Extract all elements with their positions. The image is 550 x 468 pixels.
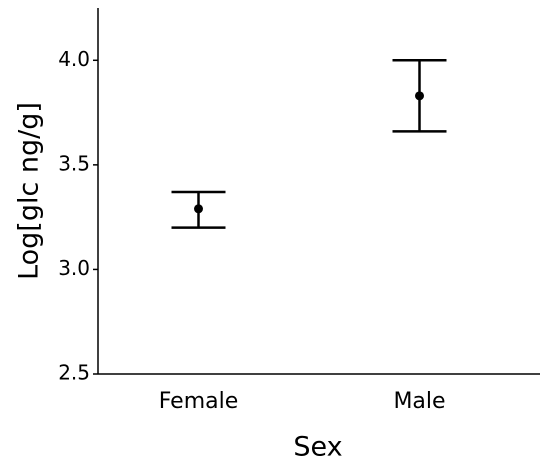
x-tick-label: Male: [393, 389, 445, 414]
y-axis-label: Log[glc ng/g]: [14, 102, 45, 280]
y-tick-label: 2.5: [58, 361, 90, 385]
y-tick-label: 3.0: [58, 256, 90, 280]
mean-point: [194, 204, 203, 214]
mean-point: [415, 91, 424, 101]
y-tick-label: 4.0: [58, 47, 90, 71]
x-axis-label: Sex: [293, 432, 342, 463]
x-tick-label: Female: [159, 389, 239, 414]
y-tick-label: 3.5: [58, 151, 90, 175]
